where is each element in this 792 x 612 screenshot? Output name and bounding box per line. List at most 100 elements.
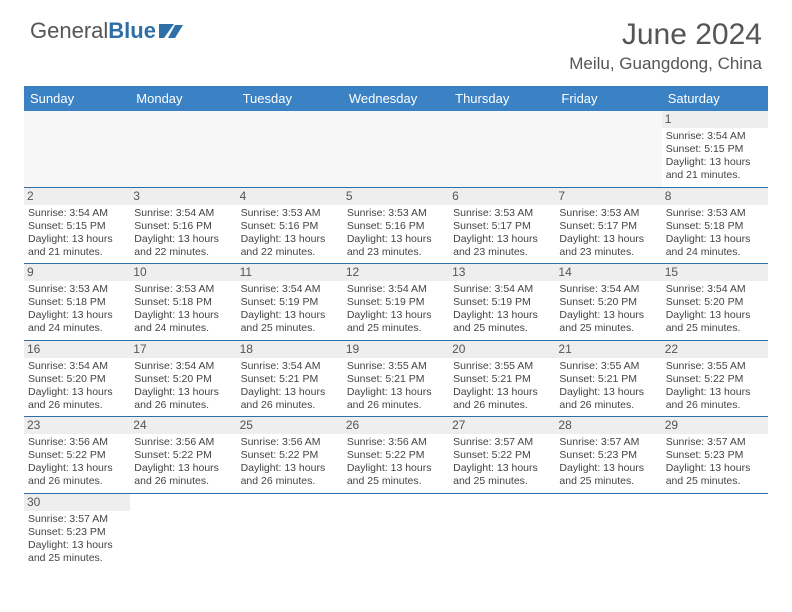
day-cell: 9Sunrise: 3:53 AMSunset: 5:18 PMDaylight…	[24, 264, 130, 341]
daylight-line: Daylight: 13 hours and 26 minutes.	[241, 462, 339, 488]
logo-second: Blue	[108, 18, 156, 44]
day-cell: 30Sunrise: 3:57 AMSunset: 5:23 PMDayligh…	[24, 493, 130, 569]
sunset-line: Sunset: 5:21 PM	[453, 373, 551, 386]
daylight-line: Daylight: 13 hours and 25 minutes.	[347, 309, 445, 335]
daylight-line: Daylight: 13 hours and 26 minutes.	[453, 386, 551, 412]
day-cell: 7Sunrise: 3:53 AMSunset: 5:17 PMDaylight…	[555, 187, 661, 264]
sunset-line: Sunset: 5:19 PM	[453, 296, 551, 309]
sunrise-line: Sunrise: 3:57 AM	[28, 513, 126, 526]
day-cell: 4Sunrise: 3:53 AMSunset: 5:16 PMDaylight…	[237, 187, 343, 264]
calendar-body: 1Sunrise: 3:54 AMSunset: 5:15 PMDaylight…	[24, 111, 768, 569]
day-number: 26	[343, 417, 449, 434]
sunset-line: Sunset: 5:22 PM	[666, 373, 764, 386]
sunset-line: Sunset: 5:21 PM	[559, 373, 657, 386]
day-cell: 21Sunrise: 3:55 AMSunset: 5:21 PMDayligh…	[555, 340, 661, 417]
daylight-line: Daylight: 13 hours and 25 minutes.	[666, 309, 764, 335]
sunset-line: Sunset: 5:18 PM	[666, 220, 764, 233]
sunrise-line: Sunrise: 3:56 AM	[28, 436, 126, 449]
empty-cell	[24, 111, 130, 187]
sunset-line: Sunset: 5:16 PM	[134, 220, 232, 233]
day-cell: 23Sunrise: 3:56 AMSunset: 5:22 PMDayligh…	[24, 417, 130, 494]
sunrise-line: Sunrise: 3:56 AM	[347, 436, 445, 449]
sunset-line: Sunset: 5:16 PM	[241, 220, 339, 233]
weekday-header: Saturday	[662, 86, 768, 111]
empty-cell	[449, 111, 555, 187]
daylight-line: Daylight: 13 hours and 23 minutes.	[347, 233, 445, 259]
daylight-line: Daylight: 13 hours and 26 minutes.	[666, 386, 764, 412]
logo: GeneralBlue	[30, 18, 184, 44]
weekday-header: Thursday	[449, 86, 555, 111]
daylight-line: Daylight: 13 hours and 25 minutes.	[347, 462, 445, 488]
day-number: 5	[343, 188, 449, 205]
sunrise-line: Sunrise: 3:54 AM	[453, 283, 551, 296]
empty-cell	[662, 493, 768, 569]
sunset-line: Sunset: 5:19 PM	[347, 296, 445, 309]
sunrise-line: Sunrise: 3:54 AM	[666, 130, 764, 143]
sunset-line: Sunset: 5:18 PM	[134, 296, 232, 309]
daylight-line: Daylight: 13 hours and 25 minutes.	[28, 539, 126, 565]
sunset-line: Sunset: 5:19 PM	[241, 296, 339, 309]
weekday-header: Tuesday	[237, 86, 343, 111]
sunrise-line: Sunrise: 3:53 AM	[347, 207, 445, 220]
daylight-line: Daylight: 13 hours and 26 minutes.	[134, 386, 232, 412]
day-number: 7	[555, 188, 661, 205]
empty-cell	[343, 111, 449, 187]
daylight-line: Daylight: 13 hours and 25 minutes.	[559, 462, 657, 488]
day-number: 9	[24, 264, 130, 281]
daylight-line: Daylight: 13 hours and 26 minutes.	[559, 386, 657, 412]
day-cell: 13Sunrise: 3:54 AMSunset: 5:19 PMDayligh…	[449, 264, 555, 341]
sunrise-line: Sunrise: 3:54 AM	[666, 283, 764, 296]
day-number: 29	[662, 417, 768, 434]
daylight-line: Daylight: 13 hours and 26 minutes.	[134, 462, 232, 488]
sunrise-line: Sunrise: 3:54 AM	[28, 207, 126, 220]
sunset-line: Sunset: 5:22 PM	[28, 449, 126, 462]
page-title: June 2024	[569, 18, 762, 52]
day-number: 2	[24, 188, 130, 205]
calendar-head: SundayMondayTuesdayWednesdayThursdayFrid…	[24, 86, 768, 111]
day-cell: 3Sunrise: 3:54 AMSunset: 5:16 PMDaylight…	[130, 187, 236, 264]
day-cell: 12Sunrise: 3:54 AMSunset: 5:19 PMDayligh…	[343, 264, 449, 341]
sunset-line: Sunset: 5:22 PM	[134, 449, 232, 462]
sunrise-line: Sunrise: 3:54 AM	[134, 207, 232, 220]
day-number: 18	[237, 341, 343, 358]
sunset-line: Sunset: 5:23 PM	[559, 449, 657, 462]
day-cell: 5Sunrise: 3:53 AMSunset: 5:16 PMDaylight…	[343, 187, 449, 264]
day-cell: 29Sunrise: 3:57 AMSunset: 5:23 PMDayligh…	[662, 417, 768, 494]
day-number: 11	[237, 264, 343, 281]
day-cell: 24Sunrise: 3:56 AMSunset: 5:22 PMDayligh…	[130, 417, 236, 494]
sunrise-line: Sunrise: 3:55 AM	[559, 360, 657, 373]
sunrise-line: Sunrise: 3:56 AM	[241, 436, 339, 449]
day-number: 23	[24, 417, 130, 434]
day-cell: 16Sunrise: 3:54 AMSunset: 5:20 PMDayligh…	[24, 340, 130, 417]
sunrise-line: Sunrise: 3:54 AM	[28, 360, 126, 373]
daylight-line: Daylight: 13 hours and 24 minutes.	[28, 309, 126, 335]
day-number: 14	[555, 264, 661, 281]
day-cell: 18Sunrise: 3:54 AMSunset: 5:21 PMDayligh…	[237, 340, 343, 417]
day-cell: 17Sunrise: 3:54 AMSunset: 5:20 PMDayligh…	[130, 340, 236, 417]
logo-first: General	[30, 18, 108, 44]
weekday-header: Sunday	[24, 86, 130, 111]
day-cell: 25Sunrise: 3:56 AMSunset: 5:22 PMDayligh…	[237, 417, 343, 494]
day-number: 27	[449, 417, 555, 434]
daylight-line: Daylight: 13 hours and 22 minutes.	[134, 233, 232, 259]
calendar-table: SundayMondayTuesdayWednesdayThursdayFrid…	[24, 86, 768, 569]
day-cell: 27Sunrise: 3:57 AMSunset: 5:22 PMDayligh…	[449, 417, 555, 494]
empty-cell	[449, 493, 555, 569]
daylight-line: Daylight: 13 hours and 23 minutes.	[559, 233, 657, 259]
daylight-line: Daylight: 13 hours and 26 minutes.	[347, 386, 445, 412]
sunset-line: Sunset: 5:15 PM	[666, 143, 764, 156]
day-cell: 15Sunrise: 3:54 AMSunset: 5:20 PMDayligh…	[662, 264, 768, 341]
title-block: June 2024 Meilu, Guangdong, China	[569, 18, 762, 74]
day-cell: 6Sunrise: 3:53 AMSunset: 5:17 PMDaylight…	[449, 187, 555, 264]
day-number: 12	[343, 264, 449, 281]
daylight-line: Daylight: 13 hours and 26 minutes.	[28, 386, 126, 412]
day-number: 17	[130, 341, 236, 358]
sunrise-line: Sunrise: 3:56 AM	[134, 436, 232, 449]
day-number: 20	[449, 341, 555, 358]
daylight-line: Daylight: 13 hours and 25 minutes.	[453, 309, 551, 335]
daylight-line: Daylight: 13 hours and 22 minutes.	[241, 233, 339, 259]
sunset-line: Sunset: 5:17 PM	[559, 220, 657, 233]
sunrise-line: Sunrise: 3:54 AM	[559, 283, 657, 296]
sunset-line: Sunset: 5:22 PM	[453, 449, 551, 462]
daylight-line: Daylight: 13 hours and 25 minutes.	[559, 309, 657, 335]
